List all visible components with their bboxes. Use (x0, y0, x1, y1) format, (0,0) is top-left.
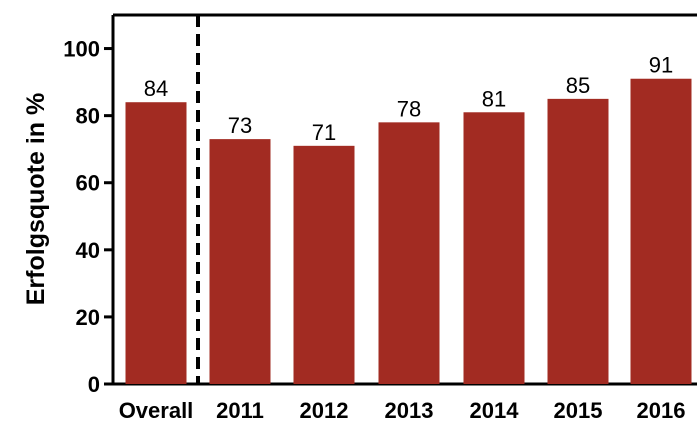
data-label: 73 (228, 113, 252, 138)
data-label: 91 (649, 53, 673, 78)
x-tick-label: 2016 (637, 398, 686, 423)
data-label: 78 (397, 96, 421, 121)
data-label: 84 (144, 76, 168, 101)
bars (125, 78, 692, 385)
x-axis-labels: Overall 2011 2012 2013 2014 2015 2016 (119, 398, 686, 423)
bar (463, 112, 525, 385)
y-tick-label: 60 (76, 171, 100, 196)
y-axis-ticks: 0 20 40 60 80 100 (63, 37, 113, 397)
y-tick-label: 0 (88, 372, 100, 397)
bar (630, 78, 692, 385)
data-label: 81 (482, 86, 506, 111)
bar (125, 102, 187, 384)
x-tick-label: 2011 (216, 398, 264, 423)
data-label: 71 (312, 120, 336, 145)
y-axis-label: Erfolgsquote in % (22, 93, 50, 306)
bar (293, 145, 355, 384)
x-tick-label: 2015 (554, 398, 603, 423)
x-tick-label: 2013 (385, 398, 434, 423)
bar (547, 98, 609, 384)
data-labels: 84 73 71 78 81 85 91 (144, 53, 673, 145)
y-tick-label: 100 (63, 37, 100, 62)
data-label: 85 (566, 73, 590, 98)
x-tick-label: 2012 (300, 398, 349, 423)
x-tick-label: Overall (119, 398, 194, 423)
y-tick-label: 40 (76, 238, 100, 263)
x-tick-label: 2014 (470, 398, 520, 423)
bar (378, 122, 440, 384)
bar (209, 139, 271, 384)
y-tick-label: 80 (76, 104, 100, 129)
y-tick-label: 20 (76, 305, 100, 330)
